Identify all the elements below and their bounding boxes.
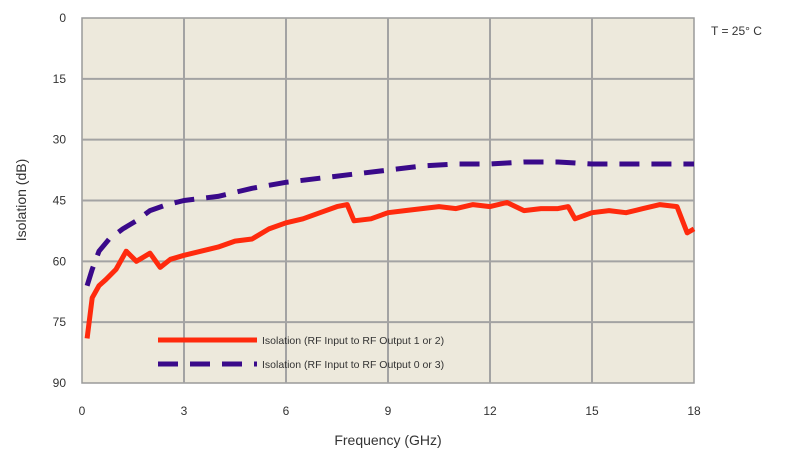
x-tick-label: 12 [483, 404, 497, 418]
y-tick-label: 30 [53, 133, 67, 147]
y-tick-label: 45 [53, 194, 67, 208]
y-tick-labels: 0 15 30 45 60 75 90 [53, 11, 67, 390]
series-line-1 [84, 200, 696, 339]
y-tick-label: 90 [53, 376, 67, 390]
y-tick-label: 75 [53, 315, 67, 329]
temperature-annotation: T = 25° C [711, 24, 762, 38]
legend: Isolation (RF Input to RF Output 1 or 2)… [158, 335, 444, 371]
y-tick-label: 60 [53, 254, 67, 268]
x-tick-labels: 0 3 6 9 12 15 18 [79, 404, 701, 418]
x-tick-label: 3 [181, 404, 188, 418]
legend-label-series-1: Isolation (RF Input to RF Output 1 or 2) [262, 335, 444, 347]
x-tick-label: 18 [687, 404, 701, 418]
x-tick-label: 9 [385, 404, 392, 418]
x-tick-label: 0 [79, 404, 86, 418]
x-axis-title: Frequency (GHz) [334, 432, 441, 448]
y-tick-label: 0 [59, 11, 66, 25]
x-tick-label: 6 [283, 404, 290, 418]
legend-label-series-2: Isolation (RF Input to RF Output 0 or 3) [262, 359, 444, 371]
series-line-2 [84, 159, 694, 287]
series-layer [84, 159, 696, 339]
y-axis-title: Isolation (dB) [13, 159, 29, 241]
x-tick-label: 15 [585, 404, 599, 418]
grid [82, 18, 694, 383]
y-tick-label: 15 [53, 72, 67, 86]
